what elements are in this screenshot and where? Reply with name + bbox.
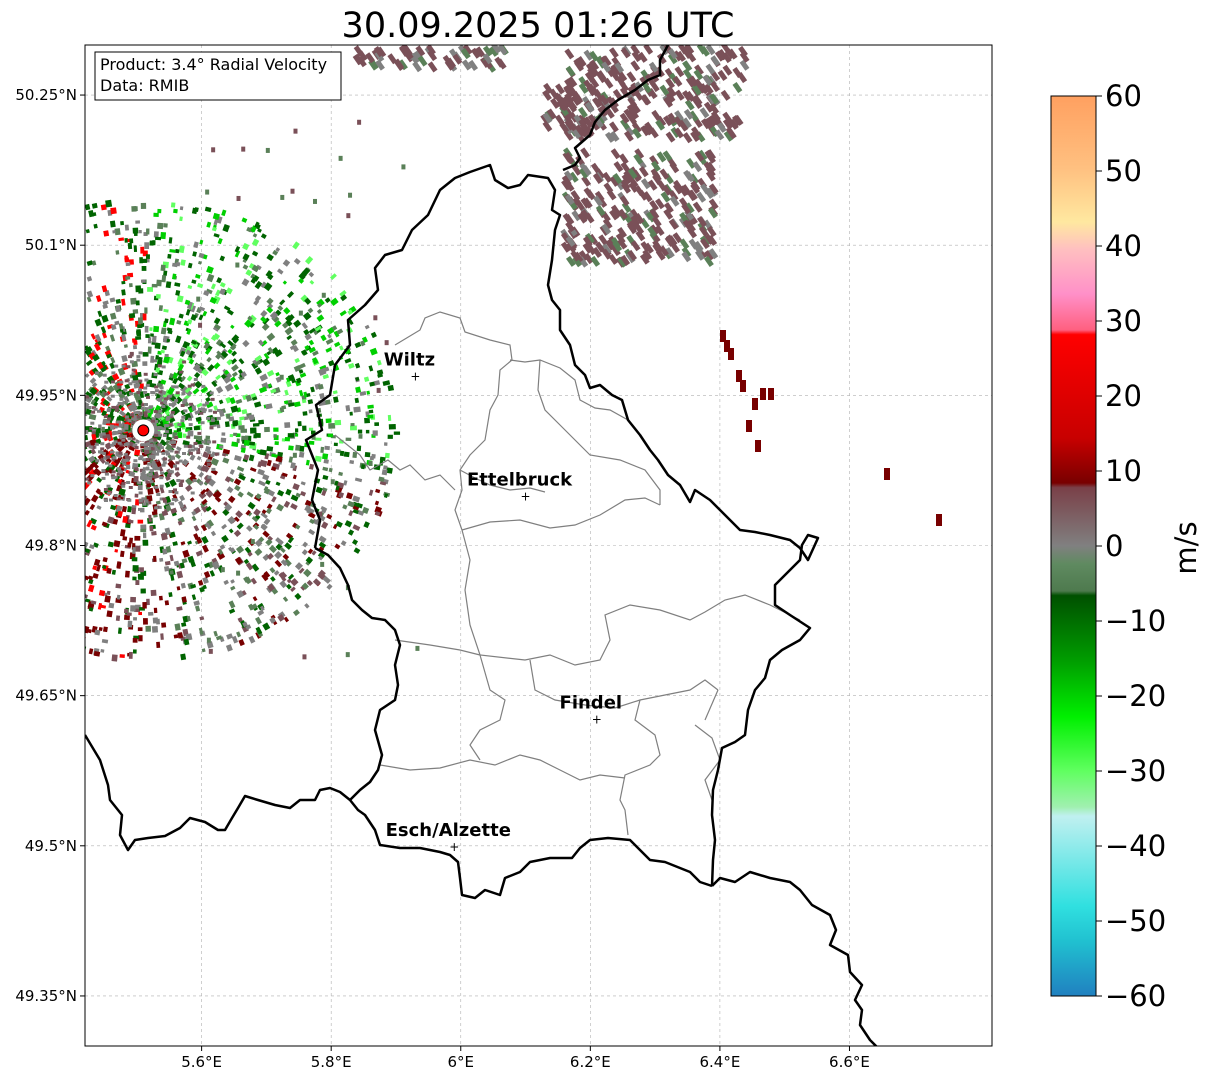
colorbar: 60 50 40 30 20 10 0 −10 −20 −30 −40 −50 −60 m/s [1050, 79, 1203, 1013]
lon-tick-label: 6°E [447, 1053, 474, 1071]
lat-tick-label: 50.25°N [15, 86, 77, 104]
lat-tick-label: 50.1°N [25, 236, 77, 254]
country-borders [85, 45, 878, 1046]
city-markers: +Wiltz+Ettelbruck+Findel+Esch/Alzette [384, 349, 622, 853]
colorbar-tick-label: −30 [1105, 754, 1166, 788]
city-marker: + [410, 369, 420, 383]
lon-tick-label: 5.8°E [311, 1053, 352, 1071]
colorbar-tick-label: 40 [1105, 229, 1142, 263]
colorbar-scale [1050, 95, 1097, 997]
colorbar-tick-label: 50 [1105, 154, 1142, 188]
axis-ticks: 5.6°E 5.8°E 6°E 6.2°E 6.4°E 6.6°E 50.25°N 50.1°… [15, 86, 870, 1071]
canton-boundaries [334, 311, 801, 836]
lon-tick-label: 6.2°E [570, 1053, 611, 1071]
lon-tick-label: 6.6°E [829, 1053, 870, 1071]
city-label: Findel [560, 693, 623, 714]
city-label: Esch/Alzette [386, 820, 511, 841]
colorbar-tick-label: 10 [1105, 454, 1142, 488]
colorbar-tick-label: −40 [1105, 829, 1166, 863]
city-marker: + [449, 840, 459, 854]
city-marker: + [521, 489, 531, 503]
lat-tick-label: 49.8°N [25, 537, 77, 555]
info-box: Product: 3.4° Radial Velocity Data: RMIB [94, 51, 342, 101]
map-title: 30.09.2025 01:26 UTC [342, 6, 735, 46]
colorbar-tick-label: 30 [1105, 304, 1142, 338]
data-source-label: Data: RMIB [100, 76, 189, 95]
colorbar-tick-label: −50 [1105, 904, 1166, 938]
lat-tick-label: 49.35°N [15, 987, 77, 1005]
colorbar-tick-label: 60 [1105, 79, 1142, 113]
colorbar-label: m/s [1169, 521, 1203, 574]
lat-tick-label: 49.65°N [15, 687, 77, 705]
lon-tick-label: 6.4°E [699, 1053, 740, 1071]
product-label: Product: 3.4° Radial Velocity [100, 55, 327, 74]
colorbar-tick-label: 0 [1105, 529, 1123, 563]
lat-tick-label: 49.5°N [25, 837, 77, 855]
lon-tick-label: 5.6°E [181, 1053, 222, 1071]
radar-site-marker [132, 419, 155, 442]
city-label: Wiltz [384, 349, 435, 370]
colorbar-tick-label: −60 [1105, 979, 1166, 1013]
colorbar-tick-label: −20 [1105, 679, 1166, 713]
city-label: Ettelbruck [467, 469, 573, 490]
colorbar-ticks: 60 50 40 30 20 10 0 −10 −20 −30 −40 −50 −60 [1096, 79, 1166, 1013]
city-marker: + [592, 713, 602, 727]
lat-tick-label: 49.95°N [15, 386, 77, 404]
colorbar-tick-label: 20 [1105, 379, 1142, 413]
colorbar-tick-label: −10 [1105, 604, 1166, 638]
